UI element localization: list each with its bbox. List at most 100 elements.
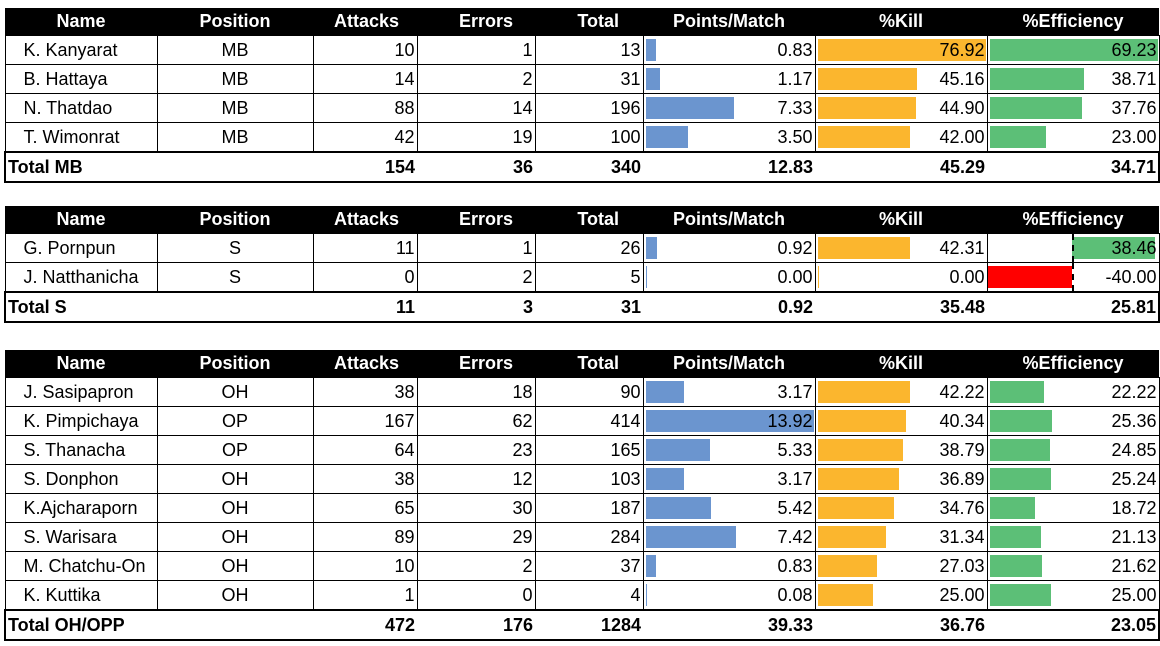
- attacks-value: 14: [312, 64, 418, 94]
- eff-databar: [989, 526, 1041, 548]
- header-attacks[interactable]: Attacks: [313, 8, 417, 36]
- table-row: K. Kanyarat MB 10 1 13 0.83 76.92 69.23: [4, 35, 1160, 65]
- attacks-value: 88: [312, 93, 418, 123]
- eff-databar: [989, 410, 1052, 432]
- header-total[interactable]: Total: [535, 350, 643, 378]
- player-name[interactable]: S. Thanacha: [4, 435, 158, 465]
- kill-cell: 31.34: [814, 522, 988, 552]
- eff-value: 69.23: [1111, 39, 1157, 60]
- player-name[interactable]: G. Pornpun: [4, 233, 158, 263]
- header-total[interactable]: Total: [535, 206, 643, 234]
- player-name[interactable]: M. Chatchu-On: [4, 551, 158, 581]
- ppm-databar: [645, 68, 660, 90]
- player-name[interactable]: B. Hattaya: [4, 64, 158, 94]
- player-name[interactable]: J. Natthanicha: [4, 262, 158, 293]
- player-position: MB: [156, 93, 314, 123]
- player-name[interactable]: S. Donphon: [4, 464, 158, 494]
- kill-databar: [817, 468, 899, 490]
- total-row: Total MB 154 36 340 12.83 45.29 34.71: [4, 151, 1160, 183]
- header-errors[interactable]: Errors: [417, 206, 535, 234]
- total-eff: 34.71: [987, 151, 1160, 183]
- header-errors[interactable]: Errors: [417, 350, 535, 378]
- total-row: Total OH/OPP 472 176 1284 39.33 36.76 23.05: [4, 609, 1160, 641]
- eff-value: 25.36: [1111, 410, 1157, 431]
- ppm-value: 0.83: [777, 39, 813, 60]
- eff-cell: 69.23: [986, 35, 1160, 65]
- player-name[interactable]: N. Thatdao: [4, 93, 158, 123]
- attacks-value: 65: [312, 493, 418, 523]
- header-position[interactable]: Position: [157, 206, 313, 234]
- header-ppm[interactable]: Points/Match: [643, 206, 815, 234]
- kill-value: 42.00: [939, 126, 985, 147]
- eff-value: 25.24: [1111, 468, 1157, 489]
- player-name[interactable]: T. Wimonrat: [4, 122, 158, 153]
- total-total: 1284: [535, 609, 643, 641]
- header-errors[interactable]: Errors: [417, 8, 535, 36]
- header-attacks[interactable]: Attacks: [313, 206, 417, 234]
- eff-cell: 24.85: [986, 435, 1160, 465]
- player-position: MB: [156, 35, 314, 65]
- kill-cell: 38.79: [814, 435, 988, 465]
- errors-value: 0: [416, 580, 536, 611]
- ppm-cell: 1.17: [642, 64, 816, 94]
- header-kill[interactable]: %Kill: [815, 206, 987, 234]
- ppm-value: 3.50: [777, 126, 813, 147]
- ppm-cell: 0.08: [642, 580, 816, 611]
- kill-value: 40.34: [939, 410, 985, 431]
- table-row: J. Natthanicha S 0 2 5 0.00 0.00 -40.00: [4, 262, 1160, 293]
- player-name[interactable]: S. Warisara: [4, 522, 158, 552]
- header-eff[interactable]: %Efficiency: [987, 8, 1159, 36]
- total-errors: 36: [417, 151, 535, 183]
- header-position[interactable]: Position: [157, 8, 313, 36]
- player-name[interactable]: J. Sasipapron: [4, 377, 158, 407]
- eff-cell: -40.00: [986, 262, 1160, 293]
- kill-cell: 42.00: [814, 122, 988, 153]
- errors-value: 1: [416, 35, 536, 65]
- kill-databar: [817, 266, 819, 288]
- header-eff[interactable]: %Efficiency: [987, 206, 1159, 234]
- total-label: Total OH/OPP: [4, 609, 157, 641]
- attacks-value: 42: [312, 122, 418, 153]
- total-kill: 35.48: [815, 291, 987, 323]
- header-name[interactable]: Name: [5, 206, 157, 234]
- ppm-value: 7.42: [777, 526, 813, 547]
- header-eff[interactable]: %Efficiency: [987, 350, 1159, 378]
- header-kill[interactable]: %Kill: [815, 350, 987, 378]
- kill-value: 34.76: [939, 497, 985, 518]
- eff-value: 25.00: [1111, 584, 1157, 605]
- eff-cell: 25.00: [986, 580, 1160, 611]
- header-attacks[interactable]: Attacks: [313, 350, 417, 378]
- header-kill[interactable]: %Kill: [815, 8, 987, 36]
- kill-value: 42.22: [939, 381, 985, 402]
- player-name[interactable]: K. Kuttika: [4, 580, 158, 611]
- total-value: 31: [534, 64, 644, 94]
- eff-value: 21.62: [1111, 555, 1157, 576]
- ppm-cell: 3.50: [642, 122, 816, 153]
- eff-databar: [989, 468, 1051, 490]
- header-name[interactable]: Name: [5, 350, 157, 378]
- player-name[interactable]: K. Pimpichaya: [4, 406, 158, 436]
- header-position[interactable]: Position: [157, 350, 313, 378]
- header-row: Name Position Attacks Errors Total Points/Mat…: [5, 8, 1159, 36]
- attacks-value: 1: [312, 580, 418, 611]
- header-total[interactable]: Total: [535, 8, 643, 36]
- player-name[interactable]: K.Ajcharaporn: [4, 493, 158, 523]
- table-row: B. Hattaya MB 14 2 31 1.17 45.16 38.71: [4, 64, 1160, 94]
- player-position: OH: [156, 580, 314, 611]
- header-name[interactable]: Name: [5, 8, 157, 36]
- ppm-cell: 0.00: [642, 262, 816, 293]
- total-errors: 176: [417, 609, 535, 641]
- axis-line: [1071, 263, 1074, 291]
- axis-line: [1071, 234, 1074, 262]
- attacks-value: 0: [312, 262, 418, 293]
- errors-value: 19: [416, 122, 536, 153]
- player-name[interactable]: K. Kanyarat: [4, 35, 158, 65]
- errors-value: 2: [416, 262, 536, 293]
- header-ppm[interactable]: Points/Match: [643, 350, 815, 378]
- eff-value: 23.00: [1111, 126, 1157, 147]
- eff-databar: [989, 497, 1035, 519]
- eff-value: 22.22: [1111, 381, 1157, 402]
- eff-value: 38.71: [1111, 68, 1157, 89]
- header-ppm[interactable]: Points/Match: [643, 8, 815, 36]
- kill-cell: 0.00: [814, 262, 988, 293]
